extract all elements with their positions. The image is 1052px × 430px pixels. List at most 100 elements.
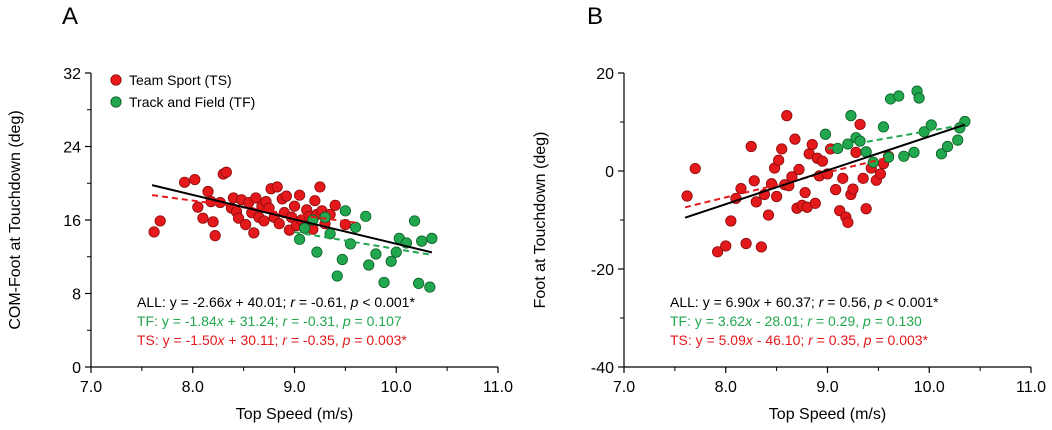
stat-part: + 60.37; (760, 294, 819, 310)
data-point-tf (854, 135, 866, 147)
stat-part: r (807, 313, 813, 329)
data-point-ts (755, 241, 767, 253)
data-point-ts (271, 181, 283, 193)
y-tick-label: 0 (605, 164, 614, 181)
data-point-ts (725, 215, 737, 227)
data-point-tf (832, 142, 844, 155)
stat-part: x (217, 332, 226, 348)
x-axis-title: Top Speed (m/s) (769, 406, 886, 423)
data-point-tf (908, 146, 920, 158)
stat-part: + 30.11; (225, 332, 283, 348)
stat-line-ts: TS: y = -1.50x + 30.11; r = -0.35, p = 0… (137, 332, 407, 348)
data-point-tf (311, 246, 323, 258)
legend-label-ts: Team Sport (TS) (129, 72, 232, 88)
data-point-ts (793, 163, 805, 176)
data-point-tf (941, 140, 954, 153)
panel-a: A 0 8 16 24 32 7.0 8.0 9.0 10.0 11.0 Top Speed (m/s… (7, 3, 513, 423)
stat-part: = 0.003* (872, 332, 929, 348)
data-point-ts (816, 155, 829, 167)
stat-part: ALL: y = -2.66 (137, 294, 225, 310)
y-tick-label: 32 (63, 66, 81, 83)
stat-part: = 0.107 (351, 313, 402, 329)
regression-line-tf (294, 231, 433, 256)
data-point-tf (339, 205, 351, 217)
y-axis-title: COM-Foot at Touchdown (deg) (7, 110, 24, 329)
data-point-ts (179, 176, 191, 188)
data-point-ts (309, 195, 321, 207)
stat-part: = 0.35, (813, 332, 864, 348)
x-tick-label: 7.0 (80, 379, 102, 396)
data-point-tf (935, 148, 948, 160)
y-tick-label: 24 (63, 140, 81, 157)
stat-part: TF: y = 3.62 (670, 313, 745, 329)
data-point-ts (874, 168, 887, 180)
legend: Team Sport (TS) Track and Field (TF) (110, 72, 255, 110)
data-point-ts (197, 212, 209, 224)
data-point-tf (336, 253, 348, 266)
stat-part: < 0.001* (358, 294, 415, 310)
data-point-tf (882, 151, 895, 163)
data-point-ts (240, 218, 252, 231)
data-point-ts (154, 215, 166, 227)
stat-part: r (282, 332, 288, 348)
data-point-ts (329, 199, 341, 211)
stat-part: = 0.56, (823, 294, 874, 310)
stat-line-tf: TF: y = -1.84x + 31.24; r = -0.31, p = 0… (137, 313, 402, 329)
stat-part: TF: y = -1.84 (137, 313, 217, 329)
x-tick-label: 10.0 (914, 379, 945, 396)
stat-line-ts: TS: y = 5.09x - 46.10; r = 0.35, p = 0.0… (670, 332, 929, 348)
data-point-ts (762, 209, 775, 221)
y-tick-label: 16 (63, 213, 81, 230)
data-point-tf (363, 259, 375, 271)
regression-line-ts (684, 156, 889, 209)
stat-part: TS: y = 5.09 (670, 332, 746, 348)
data-point-ts (860, 203, 872, 215)
stat-part: TS: y = -1.50 (137, 332, 218, 348)
data-point-ts (735, 183, 747, 195)
data-point-ts (740, 237, 752, 250)
x-tick-label: 10.0 (381, 379, 412, 396)
legend-marker-tf (110, 96, 122, 108)
data-point-ts (830, 184, 842, 196)
data-point-tf (893, 90, 905, 102)
data-point-tf (925, 119, 937, 131)
stat-part: p (350, 294, 359, 310)
data-point-tf (413, 277, 425, 289)
stat-line-all: ALL: y = -2.66x + 40.01; r = -0.61, p < … (137, 294, 415, 310)
stat-part: r (283, 313, 289, 329)
data-point-ts (789, 133, 801, 145)
stat-part: = 0.003* (350, 332, 407, 348)
data-point-tf (898, 150, 910, 162)
data-point-ts (847, 183, 859, 195)
data-point-ts (776, 143, 788, 155)
stat-part: r (808, 332, 814, 348)
stat-part: x (216, 313, 225, 329)
data-point-tf (913, 92, 925, 104)
stat-part: p (342, 332, 351, 348)
data-point-ts (192, 201, 204, 213)
y-tick-label: -40 (591, 360, 614, 377)
data-point-tf (952, 134, 964, 146)
data-point-ts (837, 172, 849, 184)
data-point-ts (339, 218, 351, 231)
stat-line-tf: TF: y = 3.62x - 28.01; r = 0.29, p = 0.1… (670, 313, 922, 329)
data-point-ts (771, 190, 783, 203)
data-point-ts (809, 197, 821, 209)
data-point-tf (424, 281, 436, 293)
stat-part: - 28.01; (752, 313, 807, 329)
data-point-ts (857, 172, 869, 184)
data-point-ts (799, 186, 811, 199)
panel-letter: A (62, 3, 78, 30)
data-point-tf (416, 235, 428, 247)
stat-part: p (862, 313, 871, 329)
data-point-ts (189, 173, 201, 186)
stat-part: = 0.29, (812, 313, 863, 329)
data-point-ts (273, 218, 285, 230)
data-point-tf (845, 110, 857, 122)
data-point-tf (378, 276, 390, 289)
x-tick-label: 9.0 (816, 379, 838, 396)
regression-line-all (151, 184, 433, 254)
data-point-tf (319, 211, 331, 223)
data-point-ts (202, 185, 214, 198)
